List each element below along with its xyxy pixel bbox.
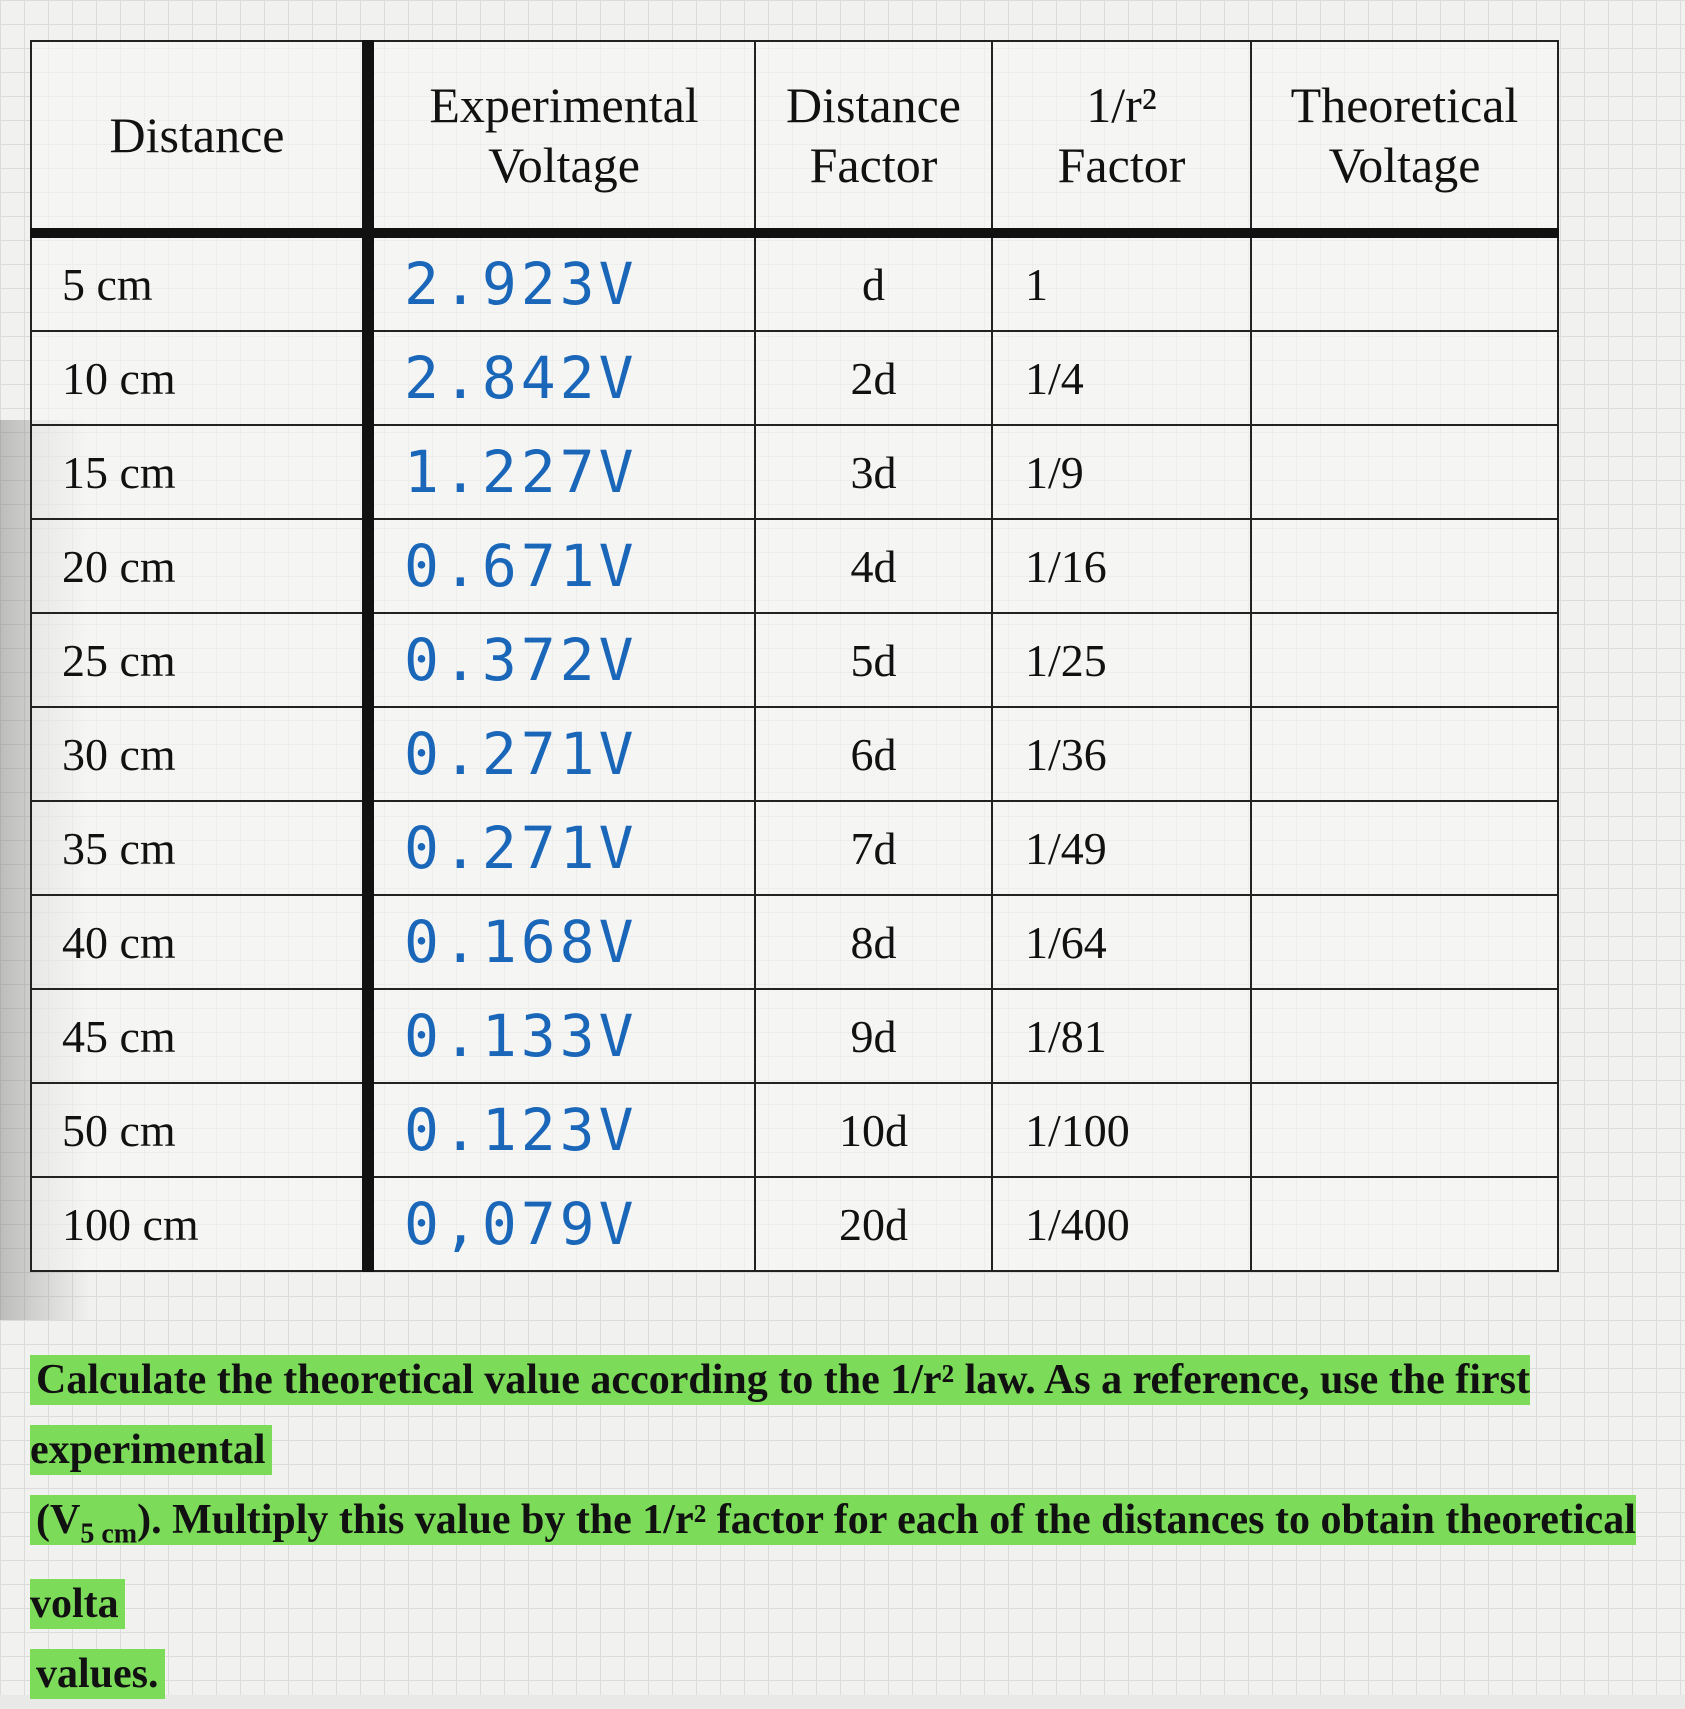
- instruction-line: values.: [36, 1651, 159, 1698]
- header-text: 1/r²: [1086, 77, 1157, 133]
- empty-cell: [1250, 232, 1559, 332]
- cell: 0.271V: [367, 706, 756, 802]
- cell: 1/81: [991, 988, 1252, 1084]
- cell: 3d: [754, 424, 993, 520]
- cell: 7d: [754, 800, 993, 896]
- header-row: Distance Experimental Voltage Distance Facto…: [30, 40, 1559, 238]
- subscript: 5 cm: [80, 1518, 138, 1550]
- instruction-line: Calculate the theoretical value accordin…: [30, 1357, 1530, 1473]
- table-row: 5 cm 2.923V d 1: [30, 232, 1559, 332]
- instruction-text: (V: [36, 1497, 81, 1543]
- cell: 0.271V: [367, 800, 756, 896]
- data-table: Distance Experimental Voltage Distance Facto…: [30, 40, 1559, 1272]
- table-row: 45 cm 0.133V 9d 1/81: [30, 988, 1559, 1084]
- header-cell: Distance Factor: [754, 40, 993, 238]
- cell: 2.842V: [367, 330, 756, 426]
- header-text: Factor: [809, 137, 938, 193]
- cell: 1: [991, 232, 1252, 332]
- cell: 30 cm: [30, 706, 374, 802]
- cell: 2d: [754, 330, 993, 426]
- header-cell: 1/r² Factor: [991, 40, 1252, 238]
- instructions: Calculate the theoretical value accordin…: [30, 1345, 1680, 1709]
- cell: 1/4: [991, 330, 1252, 426]
- table-row: 25 cm 0.372V 5d 1/25: [30, 612, 1559, 708]
- cell: 0,079V: [367, 1176, 756, 1272]
- cell: 1/64: [991, 894, 1252, 990]
- cell: 1/9: [991, 424, 1252, 520]
- cell: 40 cm: [30, 894, 374, 990]
- cell: 4d: [754, 518, 993, 614]
- header-cell: Distance: [30, 40, 374, 238]
- empty-cell: [1250, 894, 1559, 990]
- header-text: Distance: [786, 77, 961, 133]
- cell: 20 cm: [30, 518, 374, 614]
- empty-cell: [1250, 612, 1559, 708]
- cell: 1/36: [991, 706, 1252, 802]
- cell: 1/49: [991, 800, 1252, 896]
- cell: 1.227V: [367, 424, 756, 520]
- cell: 5 cm: [30, 232, 374, 332]
- highlight: Calculate the theoretical value accordin…: [30, 1355, 1530, 1475]
- header-text: Experimental: [429, 77, 699, 133]
- table-row: 40 cm 0.168V 8d 1/64: [30, 894, 1559, 990]
- cell: 100 cm: [30, 1176, 374, 1272]
- header-cell: Theoretical Voltage: [1250, 40, 1559, 238]
- empty-cell: [1250, 1082, 1559, 1178]
- table-row: 15 cm 1.227V 3d 1/9: [30, 424, 1559, 520]
- cell: 6d: [754, 706, 993, 802]
- cell: 0.372V: [367, 612, 756, 708]
- cell: 2.923V: [367, 232, 756, 332]
- table-body: 5 cm 2.923V d 1 10 cm 2.842V 2d 1/4 15 cm 1.227V 3…: [30, 232, 1559, 1272]
- cell: 15 cm: [30, 424, 374, 520]
- cell: 8d: [754, 894, 993, 990]
- highlight: (V5 cm). Multiply this value by the 1/r²…: [30, 1495, 1636, 1630]
- cell: 45 cm: [30, 988, 374, 1084]
- cell: 20d: [754, 1176, 993, 1272]
- header-text: Voltage: [1328, 137, 1481, 193]
- cell: d: [754, 232, 993, 332]
- highlight: values.: [30, 1649, 165, 1700]
- header-cell: Experimental Voltage: [367, 40, 756, 238]
- cell: 1/16: [991, 518, 1252, 614]
- cell: 0.671V: [367, 518, 756, 614]
- empty-cell: [1250, 706, 1559, 802]
- header-text: Theoretical: [1290, 77, 1519, 133]
- cell: 50 cm: [30, 1082, 374, 1178]
- cell: 35 cm: [30, 800, 374, 896]
- cell: 0.168V: [367, 894, 756, 990]
- cell: 1/25: [991, 612, 1252, 708]
- table-row: 35 cm 0.271V 7d 1/49: [30, 800, 1559, 896]
- empty-cell: [1250, 800, 1559, 896]
- cell: 0.123V: [367, 1082, 756, 1178]
- table-row: 10 cm 2.842V 2d 1/4: [30, 330, 1559, 426]
- empty-cell: [1250, 988, 1559, 1084]
- table-row: 30 cm 0.271V 6d 1/36: [30, 706, 1559, 802]
- cell: 0.133V: [367, 988, 756, 1084]
- empty-cell: [1250, 330, 1559, 426]
- table-row: 50 cm 0.123V 10d 1/100: [30, 1082, 1559, 1178]
- header-text: Distance: [109, 107, 285, 163]
- instruction-text: ). Multiply this value by the 1/r² facto…: [30, 1497, 1636, 1628]
- empty-cell: [1250, 518, 1559, 614]
- table-row: 20 cm 0.671V 4d 1/16: [30, 518, 1559, 614]
- cell: 9d: [754, 988, 993, 1084]
- header-text: Voltage: [488, 137, 640, 193]
- cell: 1/100: [991, 1082, 1252, 1178]
- cell: 10d: [754, 1082, 993, 1178]
- cell: 1/400: [991, 1176, 1252, 1272]
- table-row: 100 cm 0,079V 20d 1/400: [30, 1176, 1559, 1272]
- empty-cell: [1250, 424, 1559, 520]
- cell: 25 cm: [30, 612, 374, 708]
- header-text: Factor: [1057, 137, 1186, 193]
- cell: 5d: [754, 612, 993, 708]
- cell: 10 cm: [30, 330, 374, 426]
- empty-cell: [1250, 1176, 1559, 1272]
